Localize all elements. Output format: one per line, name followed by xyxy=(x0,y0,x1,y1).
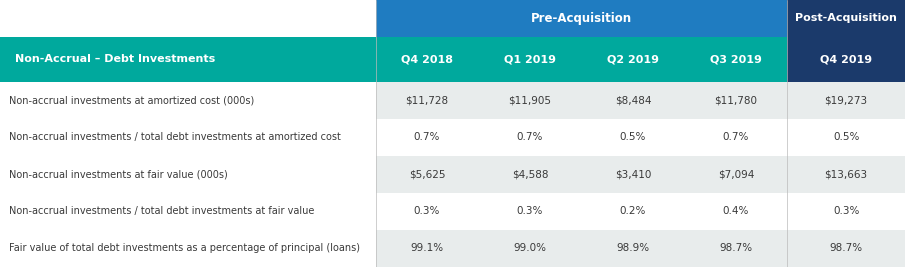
Text: 0.7%: 0.7% xyxy=(414,132,440,142)
Bar xyxy=(684,156,787,193)
Text: Q4 2019: Q4 2019 xyxy=(820,54,872,64)
Text: 0.3%: 0.3% xyxy=(517,206,543,217)
Text: 99.0%: 99.0% xyxy=(513,244,547,253)
Bar xyxy=(376,0,787,37)
Text: Q3 2019: Q3 2019 xyxy=(710,54,762,64)
Text: 0.3%: 0.3% xyxy=(414,206,440,217)
Bar xyxy=(582,193,684,230)
Text: $4,588: $4,588 xyxy=(511,169,548,179)
Bar xyxy=(684,193,787,230)
Bar xyxy=(684,119,787,156)
Bar xyxy=(787,119,905,156)
Bar xyxy=(0,0,376,37)
Bar xyxy=(0,230,376,267)
Bar xyxy=(376,82,479,119)
Text: Non-accrual investments at amortized cost (000s): Non-accrual investments at amortized cos… xyxy=(9,95,254,105)
Text: $3,410: $3,410 xyxy=(614,169,651,179)
Text: Non-accrual investments / total debt investments at fair value: Non-accrual investments / total debt inv… xyxy=(9,206,315,217)
Text: 0.3%: 0.3% xyxy=(833,206,860,217)
Bar xyxy=(684,230,787,267)
Text: 0.2%: 0.2% xyxy=(620,206,646,217)
Bar xyxy=(684,82,787,119)
Text: Fair value of total debt investments as a percentage of principal (loans): Fair value of total debt investments as … xyxy=(9,244,360,253)
Text: $8,484: $8,484 xyxy=(614,95,652,105)
Bar xyxy=(582,230,684,267)
Text: $5,625: $5,625 xyxy=(409,169,445,179)
Bar xyxy=(787,193,905,230)
Bar xyxy=(0,193,376,230)
Bar xyxy=(479,82,582,119)
Bar xyxy=(582,119,684,156)
Bar xyxy=(787,82,905,119)
Bar xyxy=(787,230,905,267)
Text: $13,663: $13,663 xyxy=(824,169,868,179)
Bar xyxy=(582,156,684,193)
Text: $11,728: $11,728 xyxy=(405,95,449,105)
Text: $11,780: $11,780 xyxy=(714,95,757,105)
Text: 98.7%: 98.7% xyxy=(830,244,862,253)
Bar xyxy=(479,119,582,156)
Text: Q2 2019: Q2 2019 xyxy=(607,54,659,64)
Bar xyxy=(582,82,684,119)
Bar xyxy=(0,82,376,119)
Text: 99.1%: 99.1% xyxy=(411,244,443,253)
Text: $11,905: $11,905 xyxy=(509,95,551,105)
Bar xyxy=(0,119,376,156)
Text: 0.5%: 0.5% xyxy=(833,132,860,142)
Bar xyxy=(787,37,905,82)
Bar xyxy=(376,230,479,267)
Bar xyxy=(376,193,479,230)
Bar xyxy=(479,156,582,193)
Text: $19,273: $19,273 xyxy=(824,95,868,105)
Text: Non-Accrual – Debt Investments: Non-Accrual – Debt Investments xyxy=(15,54,215,64)
Text: Q1 2019: Q1 2019 xyxy=(504,54,556,64)
Bar xyxy=(376,156,479,193)
Text: Non-accrual investments / total debt investments at amortized cost: Non-accrual investments / total debt inv… xyxy=(9,132,341,142)
Bar xyxy=(376,37,787,82)
Bar xyxy=(0,156,376,193)
Text: 0.7%: 0.7% xyxy=(517,132,543,142)
Text: Q4 2018: Q4 2018 xyxy=(401,54,453,64)
Bar xyxy=(0,37,376,82)
Bar xyxy=(787,0,905,37)
Text: 98.9%: 98.9% xyxy=(616,244,650,253)
Bar xyxy=(376,119,479,156)
Bar xyxy=(787,156,905,193)
Text: 0.4%: 0.4% xyxy=(723,206,749,217)
Text: 0.5%: 0.5% xyxy=(620,132,646,142)
Text: 0.7%: 0.7% xyxy=(723,132,749,142)
Text: 98.7%: 98.7% xyxy=(719,244,752,253)
Bar xyxy=(479,193,582,230)
Text: $7,094: $7,094 xyxy=(718,169,754,179)
Text: Pre-Acquisition: Pre-Acquisition xyxy=(531,12,632,25)
Text: Non-accrual investments at fair value (000s): Non-accrual investments at fair value (0… xyxy=(9,169,228,179)
Bar xyxy=(479,230,582,267)
Text: Post-Acquisition: Post-Acquisition xyxy=(795,13,897,23)
